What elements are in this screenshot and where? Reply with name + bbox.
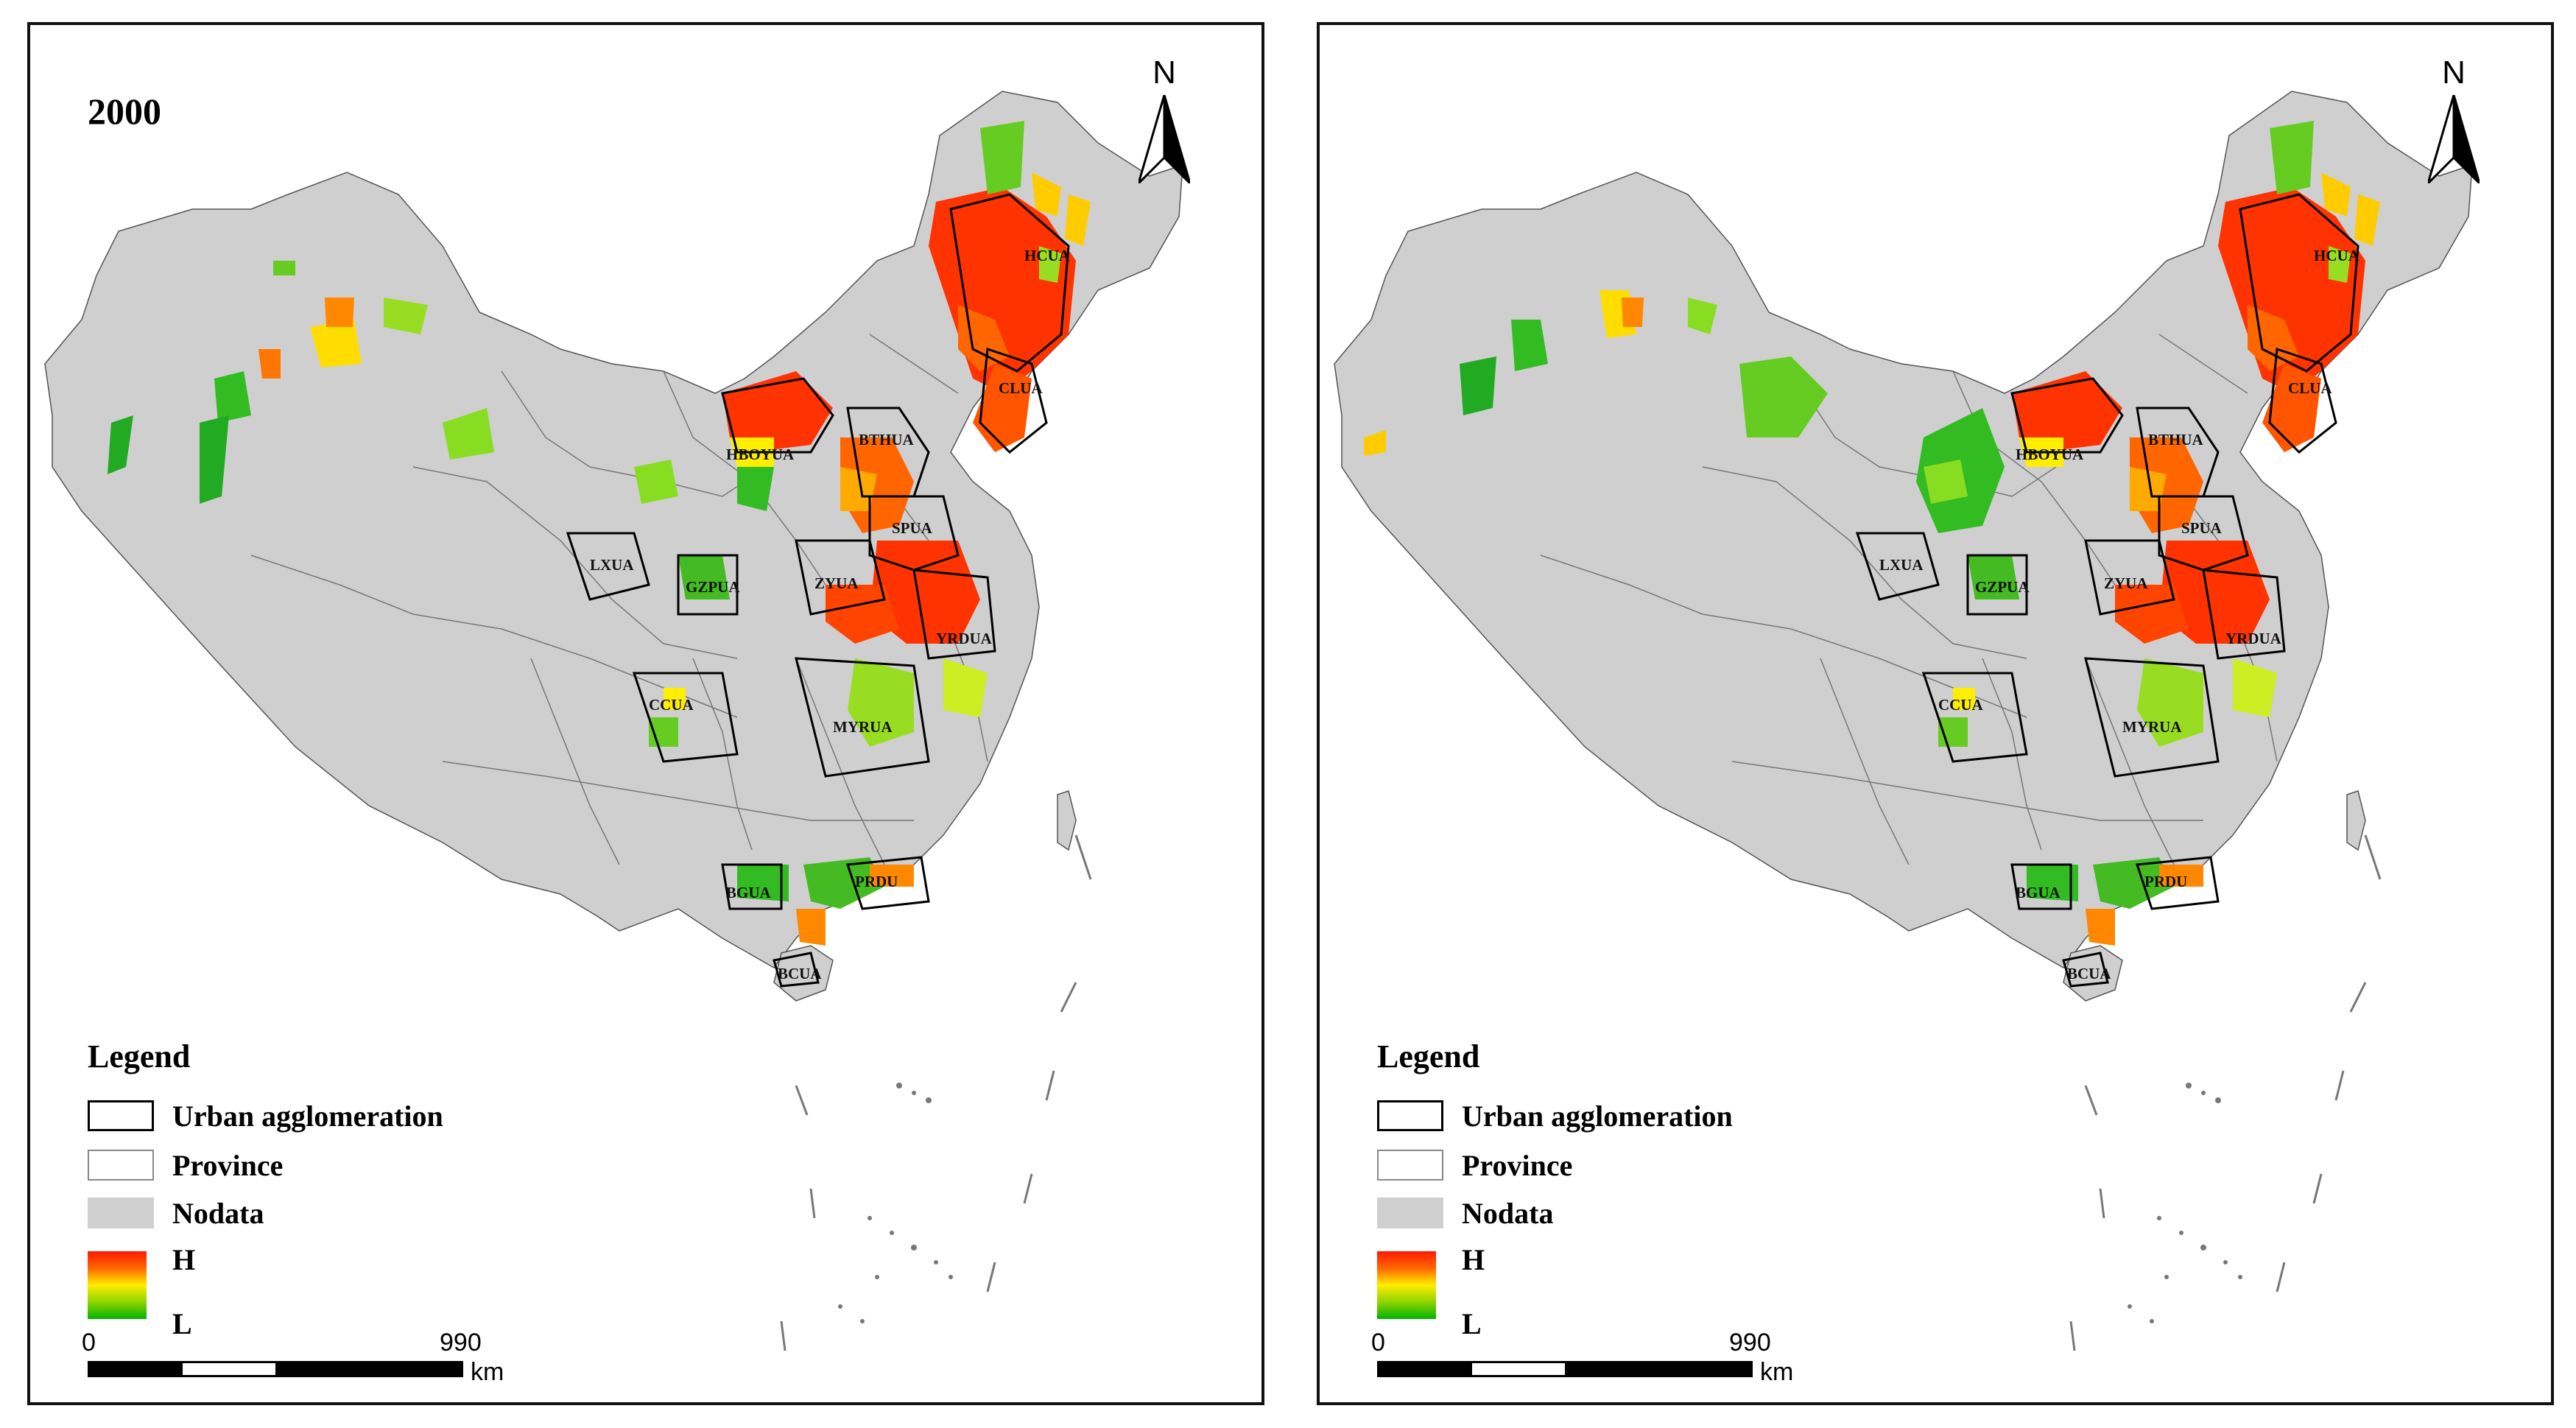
ua-label-clua: CLUA xyxy=(999,379,1043,397)
islands xyxy=(838,1083,953,1323)
value-gradient-swatch xyxy=(1377,1251,1436,1319)
legend-label: Nodata xyxy=(1462,1197,1554,1230)
scale-unit-label: km xyxy=(471,1358,504,1386)
map-panel-2000: HCUA CLUA BTHUA HBOYUA SPUA LXUA GZPUA Z… xyxy=(27,22,1264,1405)
legend: Legend Urban agglomeration Province Noda… xyxy=(1377,1038,1893,1354)
ua-label-lxua: LXUA xyxy=(590,556,634,574)
ua-label-hboyua: HBOYUA xyxy=(726,446,795,463)
china-map: HCUA CLUA BTHUA HBOYUA SPUA LXUA GZPUA Z… xyxy=(1334,91,2473,1351)
legend-title: Legend xyxy=(1377,1038,1480,1074)
nodata-swatch xyxy=(1377,1197,1443,1228)
ua-label-clua: CLUA xyxy=(2288,379,2332,397)
ua-labels: HCUA CLUA BTHUA HBOYUA SPUA LXUA GZPUA Z… xyxy=(1879,247,2360,982)
north-arrow-icon xyxy=(2428,95,2480,183)
gradient-low-label: L xyxy=(172,1307,192,1340)
ua-label-gzpua: GZPUA xyxy=(1975,578,2030,596)
ua-label-prdu: PRDU xyxy=(2144,873,2187,890)
data-patches xyxy=(1364,121,2380,946)
legend: Legend Urban agglomeration Province Noda… xyxy=(88,1038,603,1354)
ua-label-yrdua: YRDUA xyxy=(2225,630,2282,647)
ua-label-hcua: HCUA xyxy=(1024,247,1071,264)
ua-label-hcua: HCUA xyxy=(2314,247,2360,264)
legend-label: Province xyxy=(172,1149,284,1182)
islands xyxy=(2128,1083,2242,1323)
ua-label-bthua: BTHUA xyxy=(859,431,915,449)
ua-label-spua: SPUA xyxy=(892,519,933,537)
south-china-sea xyxy=(780,834,1092,1351)
ua-label-ccua: CCUA xyxy=(1938,696,1983,714)
ua-label-prdu: PRDU xyxy=(855,873,898,890)
ua-boundaries xyxy=(1855,193,2359,988)
ua-labels: HCUA CLUA BTHUA HBOYUA SPUA LXUA GZPUA Z… xyxy=(590,247,1071,982)
ua-label-bcua: BCUA xyxy=(778,965,822,982)
north-letter: N xyxy=(1152,54,1176,91)
ua-boundaries xyxy=(566,193,1070,988)
scale-bar-graphic xyxy=(1377,1361,1753,1377)
ua-label-hboyua: HBOYUA xyxy=(2016,446,2084,463)
scale-unit-label: km xyxy=(1760,1358,1794,1386)
province-swatch xyxy=(88,1150,154,1181)
gradient-high-label: H xyxy=(172,1243,196,1276)
north-arrow: N xyxy=(1131,54,1197,187)
ua-label-bgua: BGUA xyxy=(2016,884,2061,901)
ua-label-bgua: BGUA xyxy=(726,884,772,901)
legend-label: Urban agglomeration xyxy=(1462,1100,1733,1133)
gradient-high-label: H xyxy=(1462,1243,1485,1276)
urban-agglomeration-swatch xyxy=(88,1100,154,1131)
ua-label-bthua: BTHUA xyxy=(2148,431,2204,449)
south-china-sea xyxy=(2069,834,2382,1351)
scale-bar: 0 990 km xyxy=(82,1329,529,1387)
scale-start-label: 0 xyxy=(1371,1329,1385,1357)
legend-title: Legend xyxy=(88,1038,191,1074)
ua-label-yrdua: YRDUA xyxy=(936,630,993,647)
north-letter: N xyxy=(2442,54,2466,91)
nodata-swatch xyxy=(88,1197,154,1228)
gradient-low-label: L xyxy=(1462,1307,1482,1340)
ua-label-zyua: ZYUA xyxy=(814,574,859,592)
scale-start-label: 0 xyxy=(82,1329,96,1357)
ua-label-bcua: BCUA xyxy=(2067,965,2111,982)
ua-label-ccua: CCUA xyxy=(649,696,694,714)
ua-label-myrua: MYRUA xyxy=(833,718,893,736)
map-panel-right: HCUA CLUA BTHUA HBOYUA SPUA LXUA GZPUA Z… xyxy=(1317,22,2554,1405)
scale-end-label: 990 xyxy=(1729,1329,1771,1357)
data-patches xyxy=(108,121,1091,946)
legend-label: Urban agglomeration xyxy=(172,1100,443,1133)
legend-label: Nodata xyxy=(172,1197,264,1230)
ua-label-myrua: MYRUA xyxy=(2122,718,2182,736)
value-gradient-swatch xyxy=(88,1251,147,1319)
scale-end-label: 990 xyxy=(440,1329,482,1357)
scale-bar-graphic xyxy=(88,1361,463,1377)
north-arrow: N xyxy=(2421,54,2487,187)
china-map: HCUA CLUA BTHUA HBOYUA SPUA LXUA GZPUA Z… xyxy=(44,91,1183,1351)
legend-label: Province xyxy=(1462,1149,1573,1182)
north-arrow-icon xyxy=(1139,95,1190,183)
ua-label-zyua: ZYUA xyxy=(2104,574,2148,592)
province-boundaries xyxy=(250,334,988,865)
province-swatch xyxy=(1377,1150,1443,1181)
map-year-label: 2000 xyxy=(88,91,161,132)
ua-label-spua: SPUA xyxy=(2181,519,2223,537)
ua-label-lxua: LXUA xyxy=(1879,556,1924,574)
urban-agglomeration-swatch xyxy=(1377,1100,1443,1131)
scale-bar: 0 990 km xyxy=(1371,1329,1819,1387)
ua-label-gzpua: GZPUA xyxy=(686,578,740,596)
